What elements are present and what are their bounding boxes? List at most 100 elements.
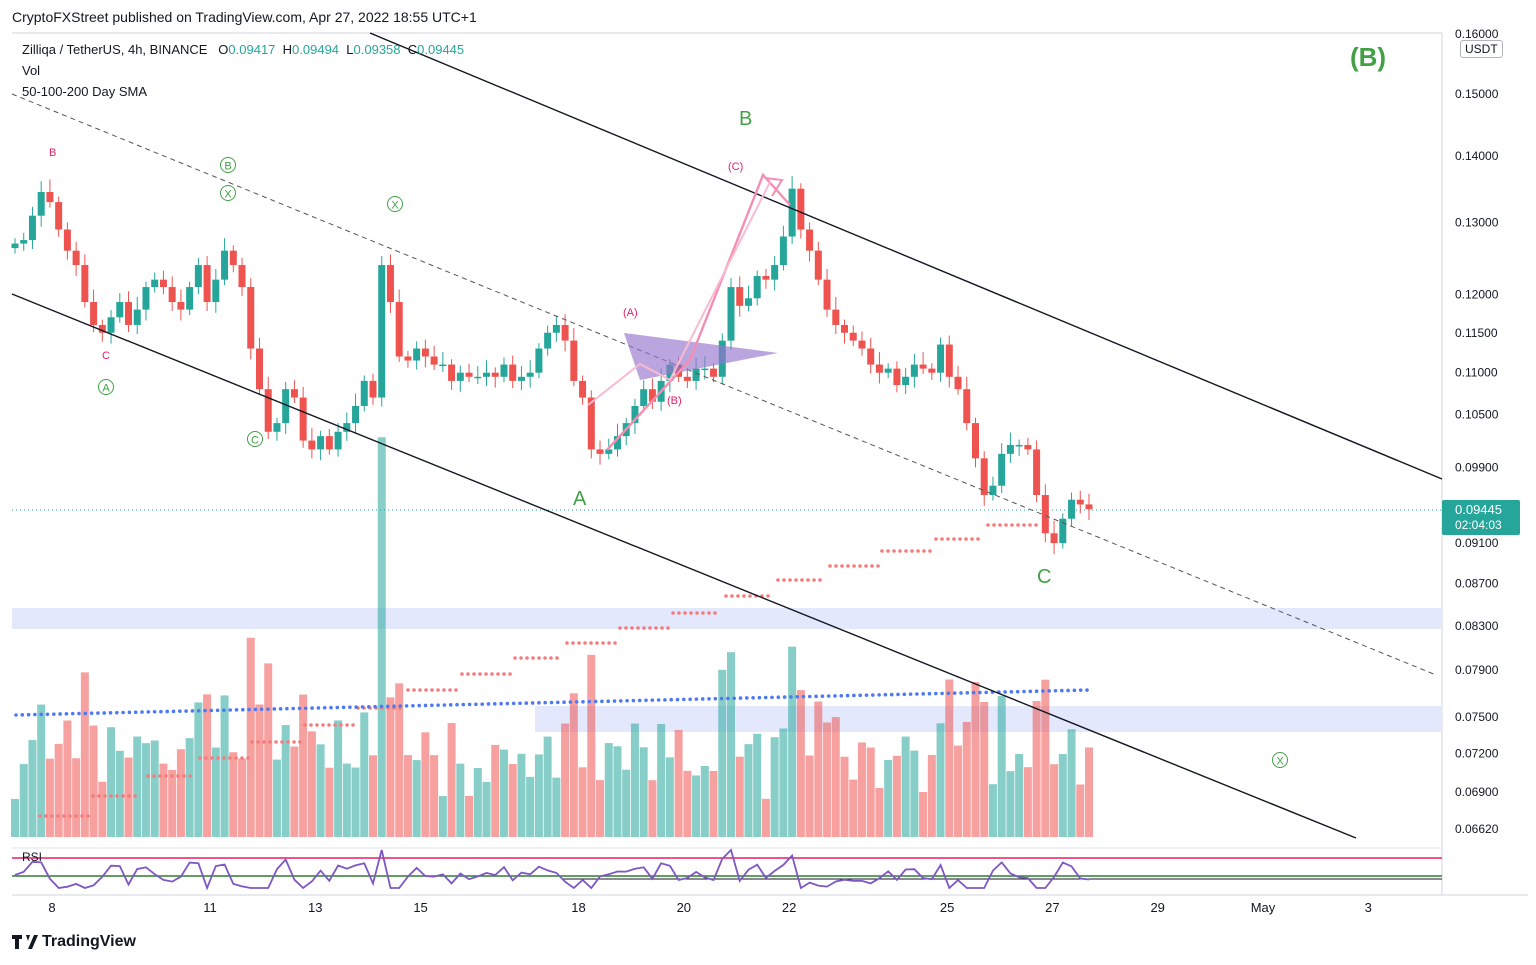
sma-dot [493, 702, 497, 706]
volume-bar [115, 750, 124, 837]
rsi-legend[interactable]: RSI [22, 850, 43, 864]
sar-dot [828, 564, 832, 568]
svg-text:X: X [224, 189, 232, 201]
circled-wave-B: B [220, 157, 236, 173]
sar-dot [730, 594, 734, 598]
sma-dot [316, 706, 321, 710]
candle-body [561, 324, 569, 341]
sma-dot [1047, 689, 1051, 693]
volume-bar [11, 798, 19, 837]
volume-bar [919, 791, 928, 837]
sma-dot [272, 707, 277, 711]
tradingview-logo[interactable]: TradingView [12, 933, 136, 951]
candle-body [360, 380, 368, 406]
candle-body [526, 372, 534, 377]
volume-bar [45, 758, 54, 837]
currency-button[interactable]: USDT [1460, 40, 1503, 58]
sma-dot [77, 711, 81, 716]
sar-dot [80, 814, 84, 818]
volume-bar [753, 733, 762, 837]
sma-dot [146, 710, 151, 714]
sma-dot [511, 701, 516, 706]
sma-dot [587, 699, 592, 704]
sar-dot [262, 740, 266, 744]
sar-dot [490, 672, 494, 676]
volume-bar [491, 744, 500, 837]
parabolic-sar [38, 523, 1038, 818]
sar-dot [204, 756, 208, 760]
sma-dot [839, 693, 844, 698]
candle-body [378, 265, 386, 398]
sar-dot [864, 564, 868, 568]
candle-body [456, 372, 464, 381]
sar-dot [519, 656, 523, 660]
candle-body [203, 265, 211, 303]
sar-dot [309, 723, 313, 727]
candle-body [395, 302, 403, 357]
time-tick-label: 27 [1045, 900, 1059, 915]
sma-dot [631, 698, 636, 703]
sma-dot [921, 692, 925, 696]
candle-body [37, 192, 45, 216]
sar-dot [268, 740, 272, 744]
sma-dot [133, 710, 138, 715]
sar-dot [484, 672, 488, 676]
candle-body [867, 348, 875, 365]
volume-bar [72, 758, 81, 837]
wave-label-B: B [739, 108, 752, 130]
price-tick-label: 0.09900 [1455, 460, 1499, 474]
volume-bar [892, 755, 901, 837]
sar-dot [531, 656, 535, 660]
volume-bar [141, 743, 150, 837]
sma-dot [190, 709, 195, 713]
sar-dot [508, 672, 512, 676]
sma-dot [228, 708, 232, 712]
volume-bar [962, 721, 971, 837]
sar-dot [472, 672, 476, 676]
publish-header: CryptoFXStreet published on TradingView.… [12, 9, 477, 25]
circled-wave-C: C [247, 431, 263, 447]
volume-bar [403, 755, 412, 837]
volume-bar [150, 740, 159, 837]
price-tick-label: 0.15000 [1455, 87, 1499, 101]
sma-legend[interactable]: 50-100-200 Day SMA [22, 84, 148, 99]
sar-dot [430, 688, 434, 692]
sma-dot [524, 701, 529, 705]
channel-mid-dashed-line [11, 93, 1437, 676]
candle-body [893, 368, 901, 386]
volume-bar [465, 795, 474, 837]
volume-bar [988, 784, 997, 837]
sar-dot [922, 549, 926, 553]
volume-bar [508, 763, 517, 837]
volume-legend[interactable]: Vol [22, 63, 41, 78]
low-label: L [346, 42, 354, 57]
sar-dot [1010, 523, 1014, 527]
volume-bar [1085, 747, 1093, 837]
volume-bar [456, 763, 465, 837]
sma-dot [845, 693, 850, 698]
sma-dot [448, 703, 453, 707]
candle-body [308, 440, 316, 450]
sma-dot [505, 701, 510, 706]
sar-dot [44, 814, 48, 818]
symbol-legend[interactable]: Zilliqa / TetherUS, 4h, BINANCE O0.09417… [22, 42, 464, 57]
sma-dot [341, 705, 346, 710]
circled-wave-X-3: X [1272, 752, 1288, 768]
volume-bar [735, 756, 744, 837]
circled-wave-X-2: X [387, 196, 403, 212]
sar-dot [525, 656, 529, 660]
sar-dot [418, 688, 422, 692]
volume-bar [412, 760, 421, 837]
sar-dot [170, 774, 174, 778]
sma-dot [965, 691, 970, 695]
sma-dot [70, 711, 75, 716]
candle-body [797, 188, 805, 230]
sar-dot [565, 641, 569, 645]
volume-bar [604, 743, 613, 837]
candle-body [596, 449, 604, 454]
sar-dot [424, 688, 428, 692]
price-tick-label: 0.14000 [1455, 149, 1499, 163]
volume-bar [910, 750, 919, 837]
volume-bar [438, 796, 447, 837]
